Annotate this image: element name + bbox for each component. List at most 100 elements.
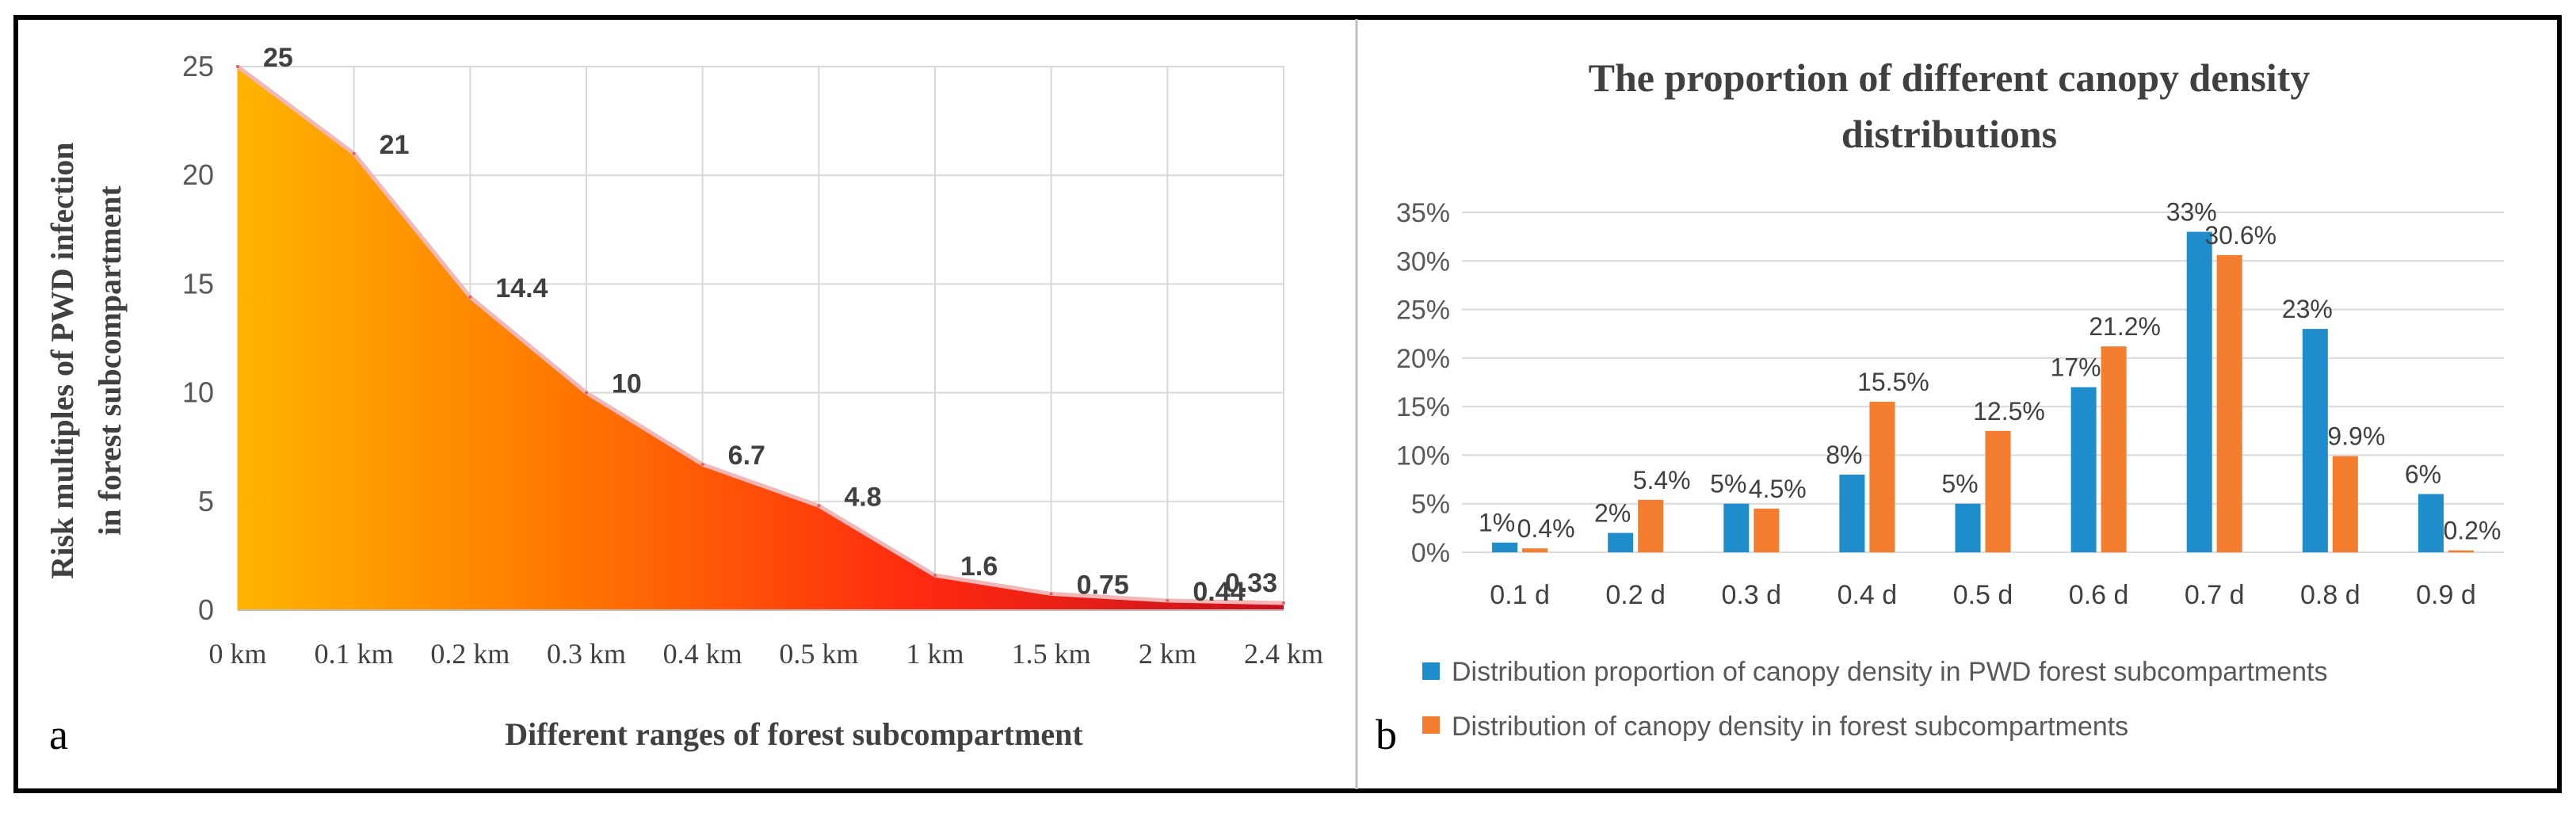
b-legend: Distribution proportion of canopy densit… <box>1422 657 2328 742</box>
a-data-point <box>585 391 588 395</box>
b-x-tick-label: 0.1 d <box>1490 580 1550 610</box>
a-data-point <box>933 574 937 578</box>
b-bar-series-2 <box>1522 548 1548 552</box>
b-y-tick-label: 10% <box>1396 441 1450 471</box>
b-data-label-series-1: 6% <box>2405 460 2441 488</box>
a-data-label: 21 <box>380 130 410 160</box>
panel-b-bar-chart: The proportion of different canopy densi… <box>1376 55 2504 758</box>
a-data-label: 25 <box>263 43 293 73</box>
a-area-fill <box>238 67 1284 610</box>
b-x-tick-label: 0.4 d <box>1838 580 1898 610</box>
a-data-labels: 25 21 14.4 10 6.7 4.8 1.6 0.75 0.440.33 <box>263 43 1277 607</box>
b-bar-series-1 <box>1839 474 1865 552</box>
b-x-tick-label: 0.2 d <box>1605 580 1666 610</box>
a-data-point <box>700 463 704 467</box>
b-y-tick-label: 5% <box>1411 490 1450 520</box>
b-bar-series-2 <box>1985 430 2011 552</box>
b-bar-series-2 <box>2216 254 2242 552</box>
b-data-labels: 1% 2% 5% 8% 5% 17% 33% 23% 6% 0.4% 5.4% 4.5% 15.5% 12… <box>1479 198 2501 545</box>
a-data-point <box>1166 598 1170 602</box>
a-data-point <box>236 65 239 68</box>
legend-swatch-series-2 <box>1422 716 1440 734</box>
b-data-label-series-1: 8% <box>1826 441 1862 469</box>
b-bars <box>1492 231 2474 552</box>
a-x-tick-label: 1.5 km <box>1012 638 1091 670</box>
b-y-tick-labels: 0% 5% 10% 15% 20% 25% 30% 35% <box>1396 198 1450 568</box>
a-x-axis-label: Different ranges of forest subcompartmen… <box>505 716 1083 752</box>
a-y-tick-label: 15 <box>182 267 214 300</box>
b-bar-series-2 <box>2332 456 2358 552</box>
a-data-label: 0.44 <box>1193 577 1245 607</box>
b-bar-series-1 <box>2302 329 2328 552</box>
a-x-tick-label: 2 km <box>1139 638 1196 670</box>
a-y-tick-label: 20 <box>182 158 214 191</box>
a-x-tick-label: 0 km <box>208 638 266 670</box>
b-data-label-series-1: 17% <box>2051 353 2101 382</box>
a-y-axis-label-line2: in forest subcompartment <box>92 185 128 536</box>
a-data-point <box>1282 601 1285 605</box>
legend-swatch-series-1 <box>1422 662 1440 680</box>
a-data-label: 10 <box>612 369 642 399</box>
b-data-label-series-1: 33% <box>2166 198 2217 227</box>
b-bar-series-2 <box>1638 499 1664 552</box>
a-data-point <box>468 295 472 299</box>
b-bar-series-2 <box>1754 508 1780 552</box>
b-bar-series-2 <box>2101 346 2127 552</box>
b-data-label-series-1: 5% <box>1941 470 1978 498</box>
b-x-tick-label: 0.5 d <box>1953 580 2013 610</box>
b-y-tick-label: 15% <box>1396 392 1450 422</box>
a-data-label: 1.6 <box>960 552 998 582</box>
b-title-line2: distributions <box>1841 112 2057 156</box>
b-gridlines <box>1462 212 2504 553</box>
a-y-tick-labels: 0 5 10 15 20 25 <box>182 50 214 626</box>
b-bar-series-1 <box>1492 542 1518 552</box>
legend-label-series-1: Distribution proportion of canopy densit… <box>1452 657 2328 687</box>
b-bar-series-1 <box>1608 532 1634 552</box>
a-data-label: 0.75 <box>1077 570 1129 600</box>
b-x-tick-label: 0.3 d <box>1721 580 1781 610</box>
b-y-tick-label: 25% <box>1396 296 1450 326</box>
b-x-tick-labels: 0.1 d 0.2 d 0.3 d 0.4 d 0.5 d 0.6 d 0.7 d 0.8 d… <box>1490 580 2476 610</box>
a-y-tick-label: 25 <box>182 50 214 82</box>
b-y-tick-label: 20% <box>1396 344 1450 374</box>
a-x-tick-label: 0.2 km <box>430 638 509 670</box>
b-y-tick-label: 35% <box>1396 198 1450 228</box>
b-y-tick-label: 30% <box>1396 246 1450 277</box>
b-data-label-series-2: 30.6% <box>2204 221 2276 250</box>
a-area-edge-line <box>236 64 1284 605</box>
a-data-point <box>1049 592 1053 596</box>
legend-label-series-2: Distribution of canopy density in forest… <box>1452 712 2128 742</box>
outer-border <box>13 15 2562 793</box>
b-data-label-series-2: 21.2% <box>2089 312 2161 341</box>
a-area-series <box>236 64 1285 611</box>
b-data-label-series-2: 0.2% <box>2443 517 2501 545</box>
b-data-label-series-1: 2% <box>1594 498 1631 527</box>
b-data-label-series-2: 9.9% <box>2327 422 2385 451</box>
b-x-tick-label: 0.7 d <box>2185 580 2245 610</box>
b-x-tick-label: 0.9 d <box>2416 580 2476 610</box>
a-y-tick-label: 5 <box>198 485 214 517</box>
a-data-point <box>352 151 356 155</box>
panel-b-label: b <box>1376 711 1397 758</box>
a-x-tick-label: 0.4 km <box>663 638 742 670</box>
b-y-tick-label: 0% <box>1411 538 1450 568</box>
b-bar-series-2 <box>1869 402 1895 552</box>
b-bar-series-1 <box>1955 503 1981 552</box>
a-x-tick-labels: 0 km 0.1 km 0.2 km 0.3 km 0.4 km 0.5 km 1 km 1.… <box>208 638 1323 670</box>
b-bar-series-1 <box>2186 231 2212 552</box>
b-data-label-series-1: 23% <box>2282 295 2333 323</box>
b-x-tick-label: 0.8 d <box>2300 580 2360 610</box>
a-y-tick-label: 10 <box>182 376 214 409</box>
a-x-tick-label: 2.4 km <box>1244 638 1323 670</box>
b-bar-series-1 <box>2070 387 2097 552</box>
b-bar-series-1 <box>2418 494 2444 552</box>
b-data-label-series-2: 0.4% <box>1517 514 1575 543</box>
a-data-label: 14.4 <box>495 273 548 303</box>
b-x-tick-label: 0.6 d <box>2069 580 2129 610</box>
a-data-label: 6.7 <box>728 441 765 471</box>
a-x-tick-label: 0.5 km <box>779 638 858 670</box>
b-bar-series-1 <box>1723 503 1750 552</box>
panel-a-label: a <box>49 711 68 758</box>
b-data-label-series-2: 4.5% <box>1749 475 1807 503</box>
